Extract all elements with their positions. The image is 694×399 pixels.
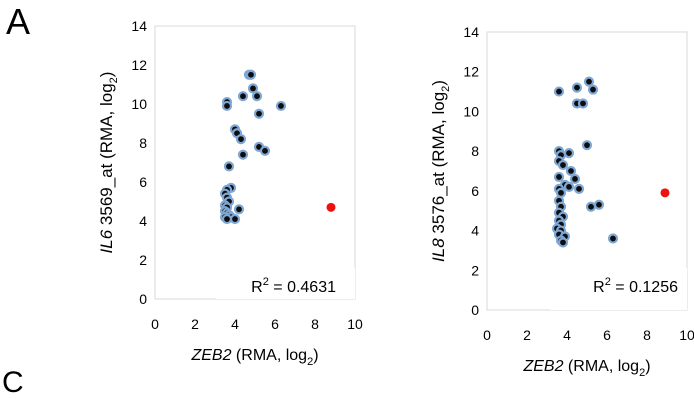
data-point [221,213,233,225]
data-point [569,173,581,185]
data-point [251,91,263,102]
y-axis-unit-subscript: 2 [108,77,120,83]
data-point [583,76,595,87]
r-squared-value: = 0.4631 [269,279,336,296]
data-point [581,140,593,151]
data-point [553,171,565,183]
data-point [253,108,265,119]
x-axis-unit-close: ) [313,347,318,364]
r-squared-annotation: R2 = 0.4631 [251,276,336,296]
y-tick-label: 4 [471,223,479,239]
data-point [555,187,567,198]
y-tick-label: 14 [463,24,479,40]
x-tick-label: 2 [191,316,199,332]
x-tick-label: 8 [311,316,319,332]
data-point [557,159,569,171]
r-squared-prefix: R [593,279,605,296]
y-tick-label: 0 [471,302,479,318]
y-axis-unit: (RMA, log [429,92,448,168]
data-point [573,183,585,194]
x-axis-gene: ZEB2 [190,347,231,364]
x-tick-label: 6 [603,327,611,343]
x-axis-unit-subscript: 2 [307,356,313,368]
y-axis-probe: 3569_at [97,159,116,230]
data-point [235,134,247,145]
x-tick-label: 0 [483,327,491,343]
r-squared-annotation: R2 = 0.1256 [593,276,678,296]
data-point [229,213,241,225]
x-axis-gene: ZEB2 [522,358,563,375]
y-tick-label: 12 [463,64,479,80]
x-tick-label: 4 [563,327,571,343]
data-point [587,84,599,95]
x-tick-label: 0 [151,316,159,332]
x-tick-label: 2 [523,327,531,343]
y-tick-label: 6 [471,183,479,199]
highlight-data-point [326,202,336,212]
y-tick-label: 8 [471,143,479,159]
x-axis-label: ZEB2 (RMA, log2) [190,347,318,368]
y-tick-label: 4 [139,213,147,229]
data-point [607,233,619,244]
r-squared-superscript: 2 [263,276,269,288]
data-point [565,165,577,177]
data-point [247,83,259,94]
plot-area-frame [154,25,356,300]
y-tick-label: 12 [131,57,147,73]
data-point [563,148,575,159]
r-squared-value: = 0.1256 [611,279,678,296]
y-axis-unit: (RMA, log [97,83,116,159]
y-tick-label: 2 [471,262,479,278]
x-axis-label: ZEB2 (RMA, log2) [522,358,650,379]
y-tick-label: 8 [139,135,147,151]
y-tick-label: 10 [463,103,479,119]
y-axis-gene: IL8 [429,238,448,262]
x-axis-unit-close: ) [645,358,650,375]
data-point [557,237,569,248]
panel-letter: A [6,1,31,42]
data-point [577,98,589,109]
r-squared-superscript: 2 [605,276,611,288]
data-point [237,149,249,160]
y-axis-unit-close: ) [429,80,448,86]
x-axis-unit: (RMA, log [563,358,639,375]
r-squared-box [216,268,355,299]
data-point [237,91,249,102]
data-point [553,86,565,97]
x-tick-label: 10 [347,316,363,332]
x-tick-label: 8 [643,327,651,343]
data-point [233,204,245,215]
data-point [259,145,271,156]
x-tick-label: 4 [231,316,239,332]
y-tick-label: 14 [131,18,147,34]
highlight-data-point [660,188,670,198]
x-tick-label: 6 [271,316,279,332]
y-tick-label: 2 [139,252,147,268]
data-point [585,201,597,212]
x-tick-label: 10 [679,327,694,343]
y-axis-unit-subscript: 2 [440,86,452,92]
data-point [223,161,235,172]
y-axis-label: IL8 3576_at (RMA, log2) [429,80,452,262]
y-axis-unit-close: ) [97,72,116,78]
data-point [571,82,583,93]
r-squared-box [550,268,687,310]
data-point [245,69,257,80]
x-axis-unit: (RMA, log [231,347,307,364]
y-tick-label: 0 [139,291,147,307]
y-tick-label: 6 [139,174,147,190]
data-point [221,100,233,112]
data-point [563,181,575,192]
x-axis-unit-subscript: 2 [639,367,645,379]
y-tick-label: 10 [131,96,147,112]
y-axis-label: IL6 3569_at (RMA, log2) [97,72,120,254]
data-point [275,100,287,112]
y-axis-gene: IL6 [97,229,116,253]
data-point [593,199,605,210]
r-squared-prefix: R [251,279,263,296]
y-axis-probe: 3576_at [429,167,448,238]
